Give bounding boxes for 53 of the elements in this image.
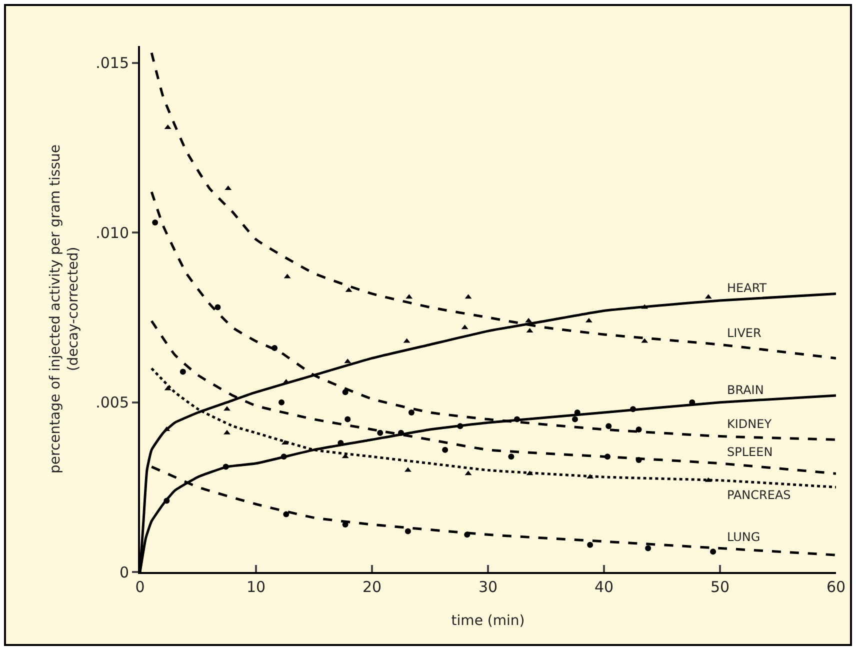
y-tick-label: 0 bbox=[119, 563, 129, 582]
point bbox=[404, 467, 412, 472]
y-tick-label: .015 bbox=[96, 54, 129, 72]
point bbox=[222, 464, 229, 470]
point bbox=[282, 440, 288, 445]
point bbox=[278, 399, 285, 406]
point bbox=[710, 548, 716, 555]
point bbox=[283, 511, 290, 518]
x-tick-label: 10 bbox=[246, 578, 266, 596]
point bbox=[408, 410, 414, 416]
point bbox=[645, 545, 652, 552]
point bbox=[404, 528, 411, 534]
point bbox=[344, 416, 351, 422]
point bbox=[398, 430, 404, 436]
x-tick-label: 50 bbox=[710, 578, 730, 596]
point bbox=[342, 389, 348, 396]
point bbox=[464, 532, 470, 538]
point bbox=[280, 454, 287, 460]
x-tick-label: 60 bbox=[826, 578, 846, 596]
point bbox=[630, 406, 636, 412]
point bbox=[457, 423, 464, 430]
point bbox=[636, 426, 642, 432]
series-label: SPLEEN bbox=[727, 445, 773, 459]
point bbox=[164, 498, 170, 504]
series-label: BRAIN bbox=[727, 383, 764, 397]
x-tick-label: 20 bbox=[362, 578, 382, 596]
x-tick-label: 30 bbox=[478, 578, 498, 596]
point bbox=[152, 219, 158, 226]
point bbox=[224, 406, 230, 411]
point bbox=[514, 416, 520, 422]
point bbox=[180, 368, 186, 375]
point bbox=[636, 457, 642, 464]
point bbox=[224, 430, 230, 434]
point bbox=[572, 416, 578, 422]
point bbox=[272, 345, 278, 352]
series-label: LUNG bbox=[727, 530, 760, 544]
point bbox=[508, 454, 514, 460]
point bbox=[606, 423, 612, 430]
y-axis-title: percentage of injected activity per gram tissue (decay-corrected) bbox=[47, 144, 82, 474]
point bbox=[604, 454, 610, 460]
point bbox=[587, 542, 594, 548]
x-tick-label: 40 bbox=[594, 578, 614, 596]
point bbox=[442, 446, 448, 453]
series-label: HEART bbox=[727, 281, 768, 295]
x-tick-label: 0 bbox=[135, 578, 145, 596]
x-axis-title: time (min) bbox=[451, 613, 525, 629]
series-label: PANCREAS bbox=[727, 488, 791, 502]
y-tick-label: .010 bbox=[96, 224, 129, 242]
y-tick-label: .005 bbox=[96, 394, 129, 412]
series-label: KIDNEY bbox=[727, 417, 772, 431]
point bbox=[377, 430, 384, 436]
point bbox=[214, 304, 221, 310]
series-label: LIVER bbox=[727, 326, 762, 340]
